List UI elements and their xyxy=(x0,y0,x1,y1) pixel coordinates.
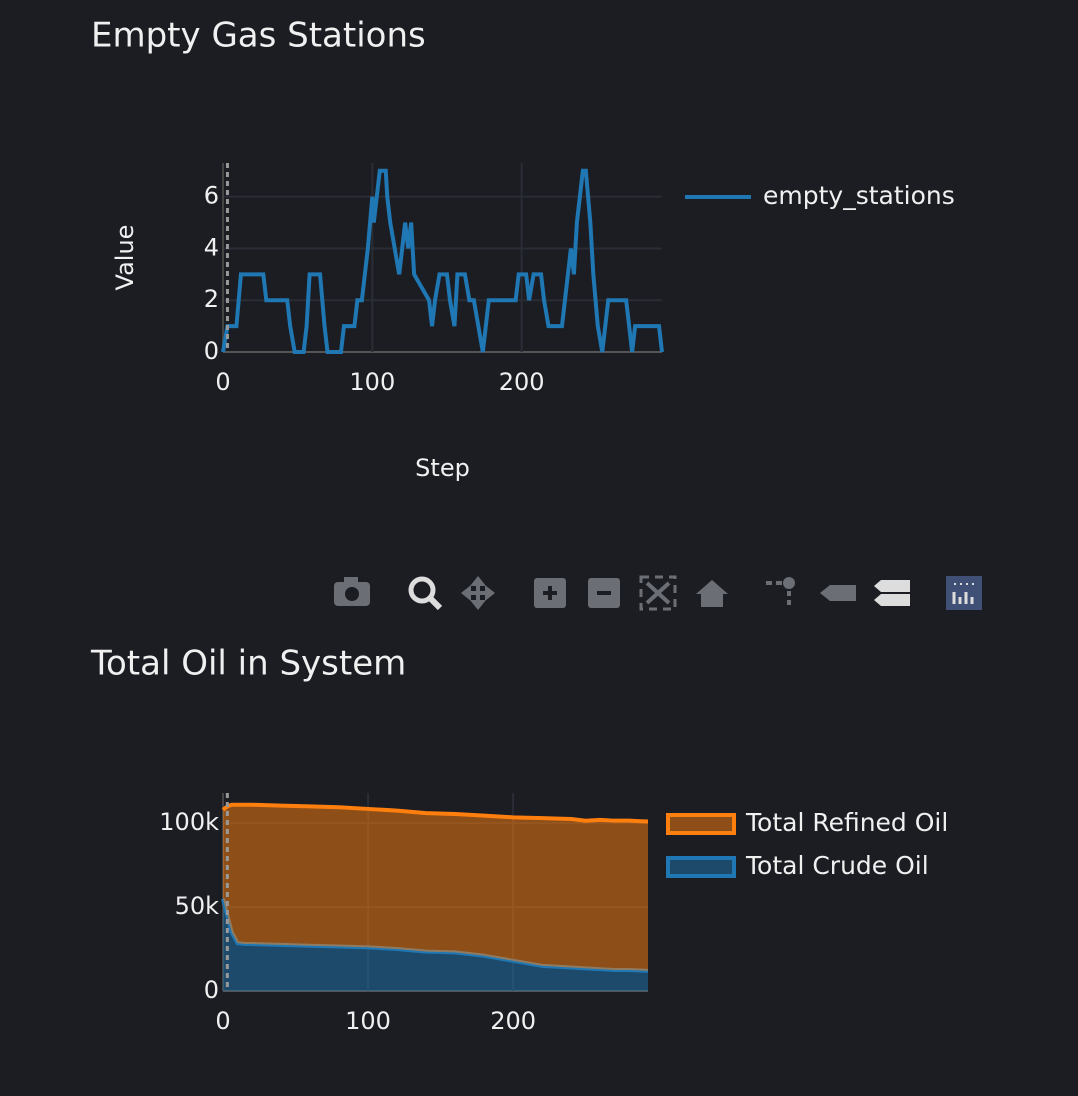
x-tick-label: 200 xyxy=(499,368,545,396)
legend-label: Total Refined Oil xyxy=(745,808,948,837)
legend-swatch xyxy=(666,856,736,878)
chart: Empty Gas Stations 0 2 4 6 0 100 200 Step Value em… xyxy=(91,16,955,483)
reset-button[interactable] xyxy=(696,580,728,607)
x-tick-label: 0 xyxy=(215,1007,230,1035)
pan-button[interactable] xyxy=(461,576,495,610)
line xyxy=(221,168,664,354)
x-tick-label: 100 xyxy=(349,368,395,396)
y-tick-label: 4 xyxy=(204,233,219,261)
autoscale-button[interactable] xyxy=(639,575,677,611)
area xyxy=(223,898,648,991)
chart-title: Total Oil in System xyxy=(90,644,406,684)
plotly-logo[interactable] xyxy=(946,576,982,610)
y-tick-label: 100k xyxy=(159,808,219,836)
chart: Total Oil in System 0 50k 100k 0 100 200 Total … xyxy=(90,644,948,1036)
x-tick-label: 100 xyxy=(345,1007,391,1035)
zoom-out-button[interactable] xyxy=(588,578,620,608)
y-tick-label: 0 xyxy=(204,337,219,365)
x-tick-label: 0 xyxy=(215,368,230,396)
spike-button[interactable] xyxy=(766,577,795,605)
area xyxy=(223,804,648,971)
hover-compare-button[interactable] xyxy=(874,580,910,606)
zoom-in-button[interactable] xyxy=(534,578,566,608)
y-tick-label: 50k xyxy=(175,892,220,920)
y-tick-label: 0 xyxy=(204,976,219,1004)
area-line xyxy=(221,802,649,824)
modebar xyxy=(334,575,982,611)
hover-closest-button[interactable] xyxy=(820,585,856,601)
y-axis-label: Value xyxy=(111,225,139,291)
camera-button[interactable] xyxy=(334,577,370,606)
legend-swatch xyxy=(666,813,736,835)
x-tick-label: 200 xyxy=(490,1007,536,1035)
y-tick-label: 2 xyxy=(204,285,219,313)
y-tick-label: 6 xyxy=(204,182,219,210)
x-axis-label: Step xyxy=(415,454,470,482)
legend-label: empty_stations xyxy=(763,181,955,210)
chart-title: Empty Gas Stations xyxy=(91,16,426,56)
zoom-button[interactable] xyxy=(408,576,443,611)
legend-label: Total Crude Oil xyxy=(745,851,929,880)
